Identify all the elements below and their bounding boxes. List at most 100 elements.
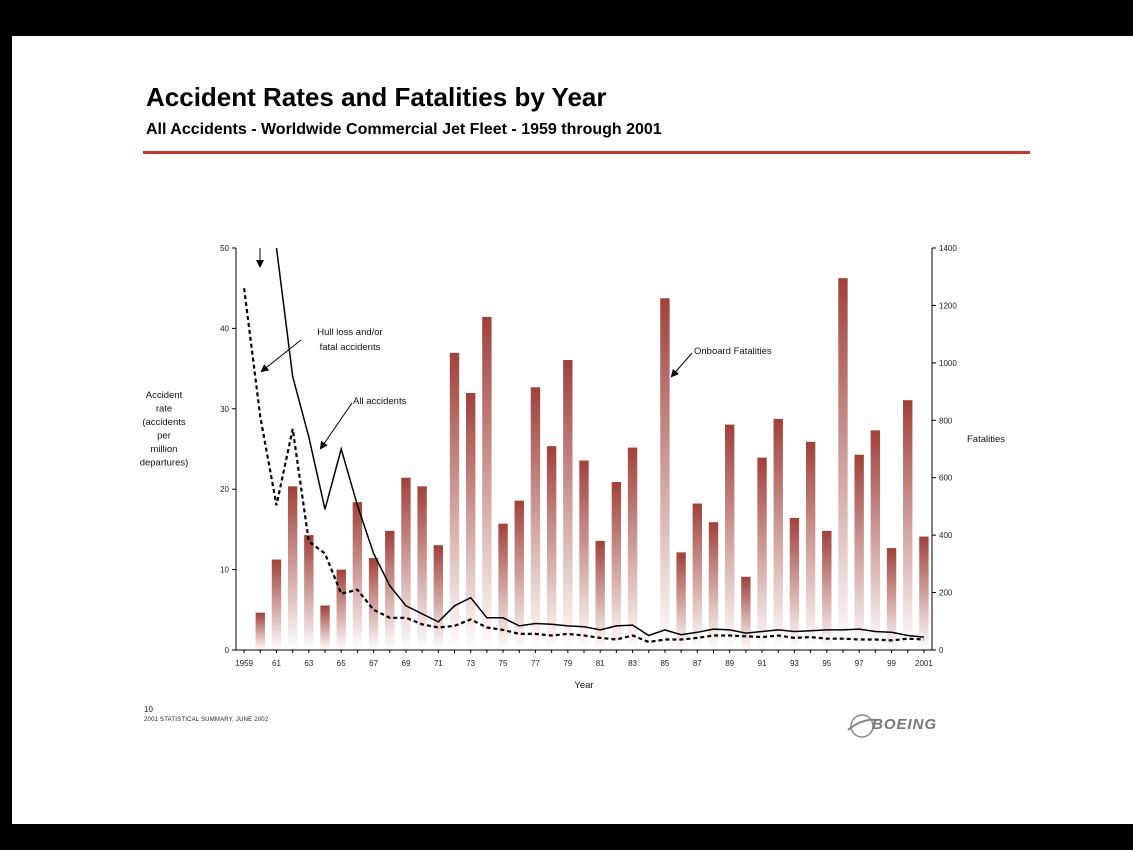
fatality-bar-1989 [724, 424, 735, 650]
y-axis-label-left: rate [156, 404, 172, 415]
x-tick-label: 99 [887, 659, 896, 668]
right-tick-label: 1400 [939, 244, 957, 253]
fatality-bar-1965 [336, 569, 346, 650]
all-accidents-line [275, 248, 924, 638]
fatality-bar-1983 [627, 447, 638, 650]
fatality-bar-1968 [385, 530, 395, 650]
x-tick-label: 93 [790, 659, 799, 668]
annotation-onboard-fatalities-arrow [670, 352, 693, 378]
hull-loss-line [243, 288, 924, 644]
y-axis-label-left: per [157, 431, 171, 442]
fatality-bar-1995 [822, 530, 832, 650]
fatality-bar-1996 [838, 278, 848, 650]
right-tick-label: 600 [939, 474, 953, 483]
fatalities-bars [255, 278, 929, 650]
right-tick-label: 1200 [939, 301, 957, 310]
fatality-bar-1974 [482, 316, 492, 650]
fatality-bar-1966 [352, 502, 363, 650]
x-tick-label: 85 [660, 659, 669, 668]
x-tick-label: 79 [563, 659, 572, 668]
fatality-bar-1999 [886, 548, 897, 650]
right-tick-label: 800 [939, 416, 953, 425]
x-tick-label: 83 [628, 659, 637, 668]
left-tick-label: 0 [225, 646, 230, 655]
y-axis-label-left: Accident [146, 390, 183, 401]
fatality-bar-1971 [433, 545, 444, 650]
fatality-bar-1987 [692, 503, 702, 650]
annotation-hull-loss-2: fatal accidents [320, 342, 381, 353]
fatality-bar-1986 [676, 552, 686, 650]
x-tick-label: 71 [434, 659, 443, 668]
annotation-onboard-fatalities: Onboard Fatalities [694, 346, 772, 357]
fatality-bar-1973 [466, 393, 476, 650]
fatality-bar-1962 [287, 486, 298, 650]
boeing-logo-text: BOEING [872, 716, 938, 733]
fatality-bar-1997 [854, 454, 864, 650]
fatality-bar-1998 [870, 430, 881, 650]
fatality-bar-1979 [563, 359, 573, 650]
fatality-bar-2001 [919, 536, 929, 650]
left-tick-label: 30 [220, 405, 229, 414]
y-axis-label-right: Fatalities [967, 434, 1005, 445]
source-note: 2001 STATISTICAL SUMMARY, JUNE 2002 [144, 717, 269, 723]
boeing-logo: BOEING [840, 704, 980, 744]
annotation-all-accidents: All accidents [353, 396, 407, 407]
y-axis-label-left: (accidents [142, 417, 186, 428]
fatality-bar-1961 [271, 559, 282, 650]
page-subtitle: All Accidents - Worldwide Commercial Jet… [146, 121, 662, 138]
fatality-bar-1985 [660, 298, 670, 650]
fatality-bar-1977 [530, 387, 541, 650]
x-tick-label: 65 [337, 659, 346, 668]
x-axis-label: Year [574, 680, 593, 691]
x-tick-label: 61 [272, 659, 281, 668]
fatality-bar-1960 [255, 612, 265, 650]
x-tick-label: 97 [855, 659, 864, 668]
fatality-bar-1981 [595, 540, 605, 650]
x-tick-label: 69 [402, 659, 411, 668]
x-tick-label: 73 [466, 659, 475, 668]
page-title: Accident Rates and Fatalities by Year [146, 82, 607, 112]
fatality-bar-1967 [368, 558, 379, 650]
fatality-bar-1992 [773, 418, 783, 650]
chart-annotations: Hull loss and/or fatal accidents All accid… [256, 248, 772, 450]
right-tick-label: 1000 [939, 359, 957, 368]
x-tick-label: 77 [531, 659, 540, 668]
fatality-bar-1991 [757, 457, 767, 650]
left-tick-label: 40 [220, 324, 229, 333]
fatality-bar-2000 [903, 400, 913, 650]
x-tick-label: 89 [725, 659, 734, 668]
x-tick-label: 95 [822, 659, 831, 668]
y-axis-label-left: million [151, 444, 178, 455]
x-tick-label: 67 [369, 659, 378, 668]
right-tick-label: 200 [939, 589, 953, 598]
boeing-logo-icon [847, 714, 879, 738]
page-number: 10 [144, 705, 153, 714]
fatality-bar-1988 [708, 522, 719, 650]
fatality-bar-1976 [514, 500, 524, 650]
fatality-bar-1969 [401, 477, 411, 650]
left-tick-label: 10 [220, 566, 229, 575]
accident-rate-lines [243, 248, 924, 644]
fatality-bar-1972 [449, 352, 460, 650]
chart-axes: 0 10 20 30 40 50 0 200 400 600 800 1000 1200 1400 1959… [140, 244, 1006, 691]
fatality-bar-1990 [741, 576, 751, 650]
x-tick-label: 63 [304, 659, 313, 668]
fatality-bar-1970 [417, 486, 427, 650]
fatality-bar-1993 [789, 517, 800, 650]
annotation-all-accidents-arrow [319, 402, 353, 450]
x-tick-label: 81 [596, 659, 605, 668]
fatality-bar-1980 [579, 460, 589, 650]
fatality-bar-1975 [498, 523, 508, 650]
fatality-bar-1978 [546, 446, 557, 650]
fatality-bar-1963 [304, 535, 314, 650]
x-tick-label: 91 [758, 659, 767, 668]
title-rule [143, 151, 1030, 154]
annotation-hull-loss-1: Hull loss and/or [317, 327, 382, 338]
fatality-bar-1994 [805, 441, 816, 650]
annotation-hull-loss-arrow [260, 339, 302, 373]
left-tick-label: 20 [220, 485, 229, 494]
fatality-bar-1982 [611, 482, 622, 650]
x-tick-label: 1959 [235, 659, 253, 668]
left-tick-label: 50 [220, 244, 229, 253]
